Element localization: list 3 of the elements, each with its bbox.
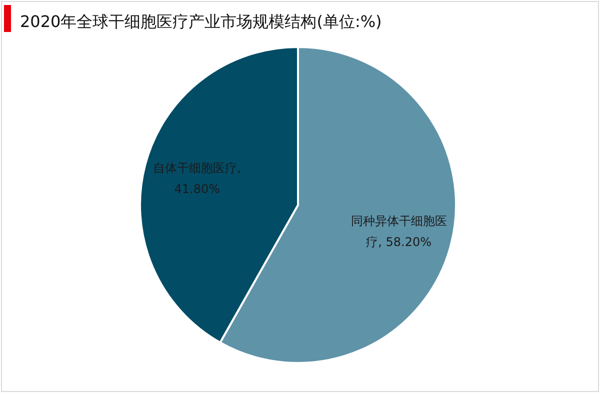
slice-label: 同种异体干细胞医疗, 58.20% — [350, 214, 447, 250]
slice-label: 自体干细胞医疗, 41.80% — [153, 160, 242, 196]
chart-title: 2020年全球干细胞医疗产业市场规模结构(单位:%) — [20, 12, 382, 31]
